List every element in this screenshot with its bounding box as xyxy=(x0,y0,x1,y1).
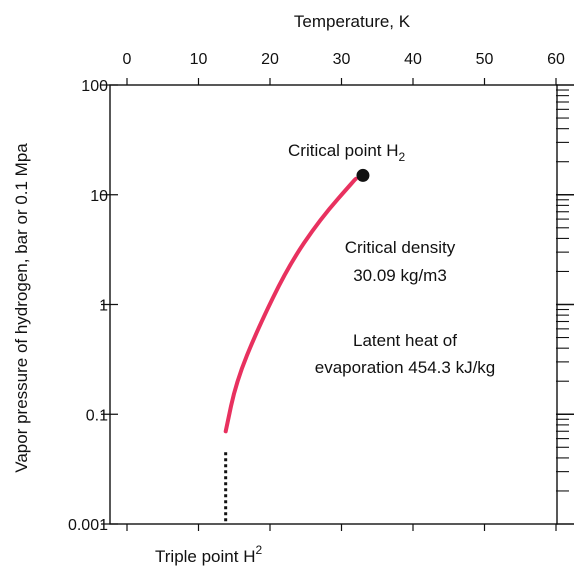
y-tick-label: 1 xyxy=(99,298,108,315)
series-layer xyxy=(223,168,370,524)
x-tick-label: 0 xyxy=(123,51,132,68)
vapor-pressure-curve xyxy=(223,176,358,434)
y-tick-label: 0.001 xyxy=(68,517,108,534)
y-axis-ticks xyxy=(101,84,118,525)
critical-density-line2: 30.09 kg/m3 xyxy=(353,266,447,285)
y-axis-tick-labels: 0.001 0.1 1 10 100 xyxy=(68,78,108,534)
x-tick-label: 10 xyxy=(190,51,208,68)
latent-heat-line2: evaporation 454.3 kJ/kg xyxy=(315,358,496,377)
y-axis-title: Vapor pressure of hydrogen, bar or 0.1 M… xyxy=(12,143,31,473)
right-axis-minor-ticks xyxy=(556,84,574,525)
latent-heat-line1: Latent heat of xyxy=(353,331,457,350)
critical-point-label: Critical point H2 xyxy=(288,141,406,164)
critical-density-line1: Critical density xyxy=(345,238,456,257)
y-tick-label: 100 xyxy=(81,78,108,95)
x-axis-title: Temperature, K xyxy=(294,12,411,31)
x-tick-label: 50 xyxy=(476,51,494,68)
x-tick-label: 60 xyxy=(547,51,565,68)
critical-point-marker xyxy=(356,168,370,182)
x-tick-label: 40 xyxy=(404,51,422,68)
y-tick-label: 10 xyxy=(90,188,108,205)
x-tick-label: 30 xyxy=(333,51,351,68)
x-axis-ticks xyxy=(126,78,557,531)
x-tick-label: 20 xyxy=(261,51,279,68)
triple-point-label: Triple point H2 xyxy=(155,543,262,566)
y-tick-label: 0.1 xyxy=(86,407,108,424)
x-axis-tick-labels: 0 10 20 30 40 50 60 xyxy=(123,51,565,68)
